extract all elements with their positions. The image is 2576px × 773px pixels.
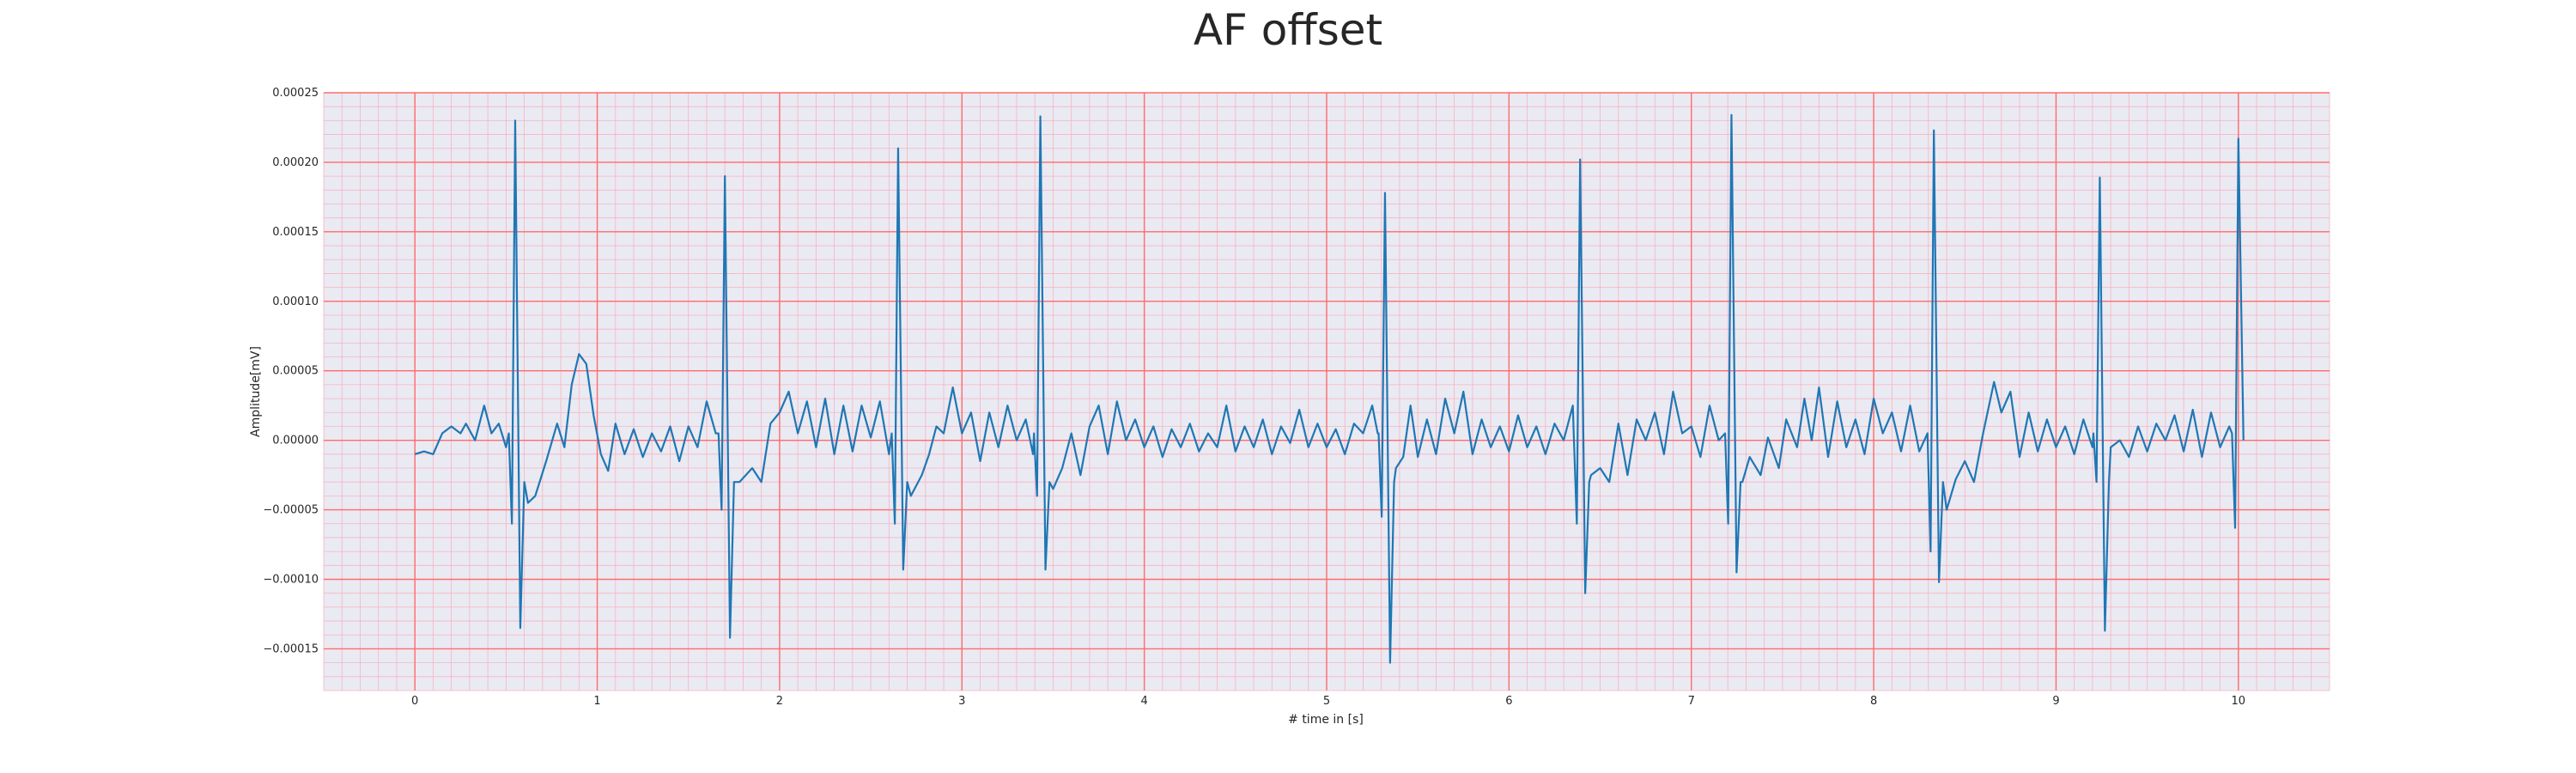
y-tick-label: 0.00025 <box>272 87 319 100</box>
y-tick-label: 0.00005 <box>272 365 319 378</box>
x-tick-label: 0 <box>411 695 418 708</box>
y-tick-label: 0.00000 <box>272 435 319 447</box>
y-tick-label: 0.00020 <box>272 156 319 169</box>
chart-title: AF offset <box>1194 5 1382 55</box>
x-axis-ticks: 0 1 2 3 4 5 6 7 8 9 10 <box>411 695 2245 708</box>
x-tick-label: 8 <box>1870 695 1877 708</box>
x-tick-label: 6 <box>1505 695 1512 708</box>
x-tick-label: 10 <box>2232 695 2246 708</box>
y-axis-ticks: −0.00015 −0.00010 −0.00005 0.00000 0.00005 0.… <box>263 87 319 655</box>
x-tick-label: 9 <box>2052 695 2059 708</box>
x-tick-label: 5 <box>1323 695 1330 708</box>
y-axis-label: Amplitude[mV] <box>249 346 263 437</box>
x-axis-label: # time in [s] <box>1288 713 1364 727</box>
major-grid <box>324 92 2330 691</box>
x-tick-label: 7 <box>1688 695 1695 708</box>
y-tick-label: −0.00005 <box>263 504 319 517</box>
y-tick-label: −0.00015 <box>263 642 319 655</box>
x-tick-label: 1 <box>593 695 600 708</box>
ecg-signal-line <box>414 113 2245 664</box>
x-tick-label: 2 <box>776 695 783 708</box>
y-tick-label: 0.00010 <box>272 295 319 308</box>
y-tick-label: 0.00015 <box>272 226 319 239</box>
y-tick-label: −0.00010 <box>263 574 319 587</box>
x-tick-label: 4 <box>1140 695 1147 708</box>
signal-series <box>414 113 2245 664</box>
x-tick-label: 3 <box>958 695 965 708</box>
